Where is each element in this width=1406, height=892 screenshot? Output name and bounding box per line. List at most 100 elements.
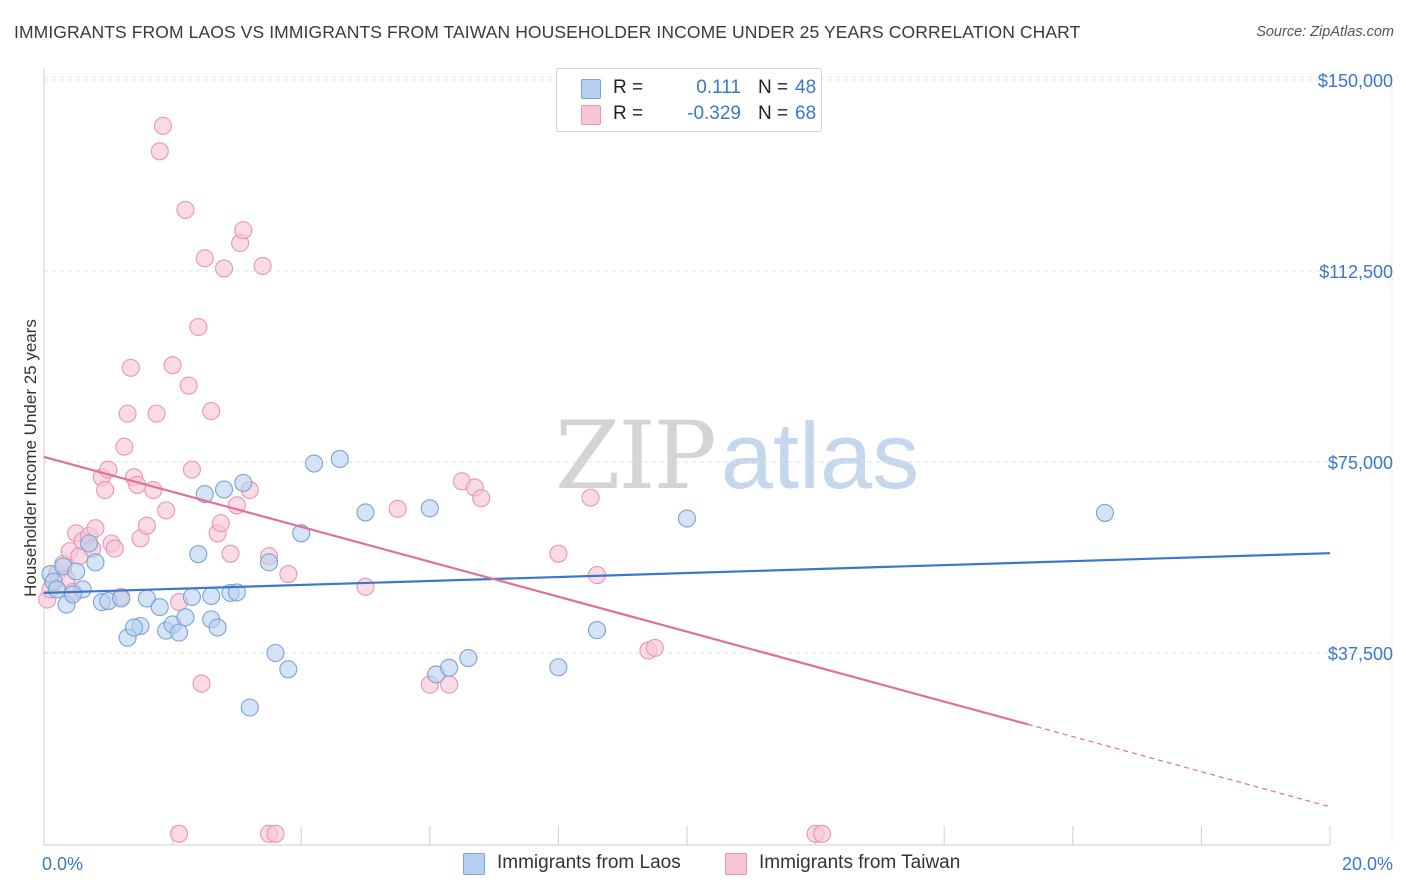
laos-point bbox=[63, 585, 82, 604]
laos-point bbox=[202, 586, 221, 606]
trend-lines bbox=[43, 455, 1331, 808]
watermark-zip: ZIP bbox=[555, 402, 717, 511]
taiwan-trend-line bbox=[43, 455, 1029, 726]
laos-point bbox=[549, 658, 568, 677]
taiwan-point bbox=[812, 824, 832, 843]
taiwan-point bbox=[211, 514, 230, 533]
taiwan-point bbox=[96, 480, 115, 500]
laos-point bbox=[240, 698, 259, 717]
taiwan-point bbox=[118, 404, 137, 423]
taiwan-n-label: N = bbox=[758, 103, 789, 124]
y-tick-label: $37,500 bbox=[1328, 644, 1393, 664]
taiwan-point bbox=[86, 519, 105, 538]
taiwan-point bbox=[157, 501, 176, 520]
taiwan-point bbox=[279, 565, 298, 584]
laos-point bbox=[79, 534, 99, 553]
laos-point bbox=[176, 608, 195, 627]
taiwan-point bbox=[214, 259, 234, 278]
taiwan-point bbox=[388, 499, 407, 518]
y-tick-label: $150,000 bbox=[1318, 71, 1393, 91]
taiwan-r-label: R = bbox=[613, 103, 644, 124]
laos-point bbox=[279, 660, 298, 679]
watermark: ZIPatlas bbox=[555, 402, 919, 511]
laos-point bbox=[440, 658, 459, 677]
taiwan-point bbox=[645, 638, 664, 657]
laos-point bbox=[214, 480, 234, 499]
laos-point bbox=[67, 562, 86, 581]
laos-point bbox=[587, 621, 607, 640]
y-tick-label: $75,000 bbox=[1328, 453, 1393, 473]
laos-point bbox=[1095, 503, 1114, 522]
taiwan-point bbox=[472, 489, 491, 508]
laos-point bbox=[356, 503, 375, 522]
taiwan-point bbox=[147, 404, 166, 423]
taiwan-point bbox=[182, 460, 201, 479]
taiwan-point bbox=[189, 317, 208, 337]
taiwan-point bbox=[115, 437, 134, 456]
taiwan-point bbox=[169, 824, 189, 843]
laos-point bbox=[266, 643, 285, 663]
laos-points bbox=[41, 449, 1114, 717]
y-tick-label: $112,500 bbox=[1319, 262, 1393, 282]
laos-swatch bbox=[581, 79, 601, 99]
taiwan-point bbox=[176, 200, 195, 219]
laos-r-value: 0.111 bbox=[696, 77, 741, 98]
laos-point bbox=[124, 618, 144, 637]
chart-title: IMMIGRANTS FROM LAOS VS IMMIGRANTS FROM … bbox=[14, 22, 1081, 42]
taiwan-point bbox=[192, 674, 211, 693]
axes bbox=[43, 68, 1331, 846]
taiwan-point bbox=[266, 824, 285, 843]
source-label: Source: ZipAtlas.com bbox=[1256, 24, 1394, 40]
taiwan-point bbox=[163, 356, 182, 375]
taiwan-point bbox=[153, 116, 173, 135]
taiwan-point bbox=[356, 577, 375, 596]
laos-point bbox=[150, 598, 169, 617]
gridlines bbox=[44, 76, 1395, 845]
taiwan-legend-label: Immigrants from Taiwan bbox=[759, 852, 961, 873]
taiwan-r-value: -0.329 bbox=[687, 103, 741, 124]
laos-point bbox=[330, 449, 349, 468]
taiwan-point bbox=[253, 256, 272, 275]
laos-legend-label: Immigrants from Laos bbox=[497, 852, 681, 873]
laos-point bbox=[169, 623, 189, 642]
taiwan-point bbox=[121, 358, 140, 377]
taiwan-trend-extension bbox=[1027, 723, 1331, 808]
laos-point bbox=[677, 509, 697, 528]
taiwan-swatch bbox=[581, 105, 601, 125]
laos-n-value: 48 bbox=[795, 77, 817, 98]
laos-point bbox=[459, 649, 478, 668]
taiwan-point bbox=[179, 376, 198, 395]
x-tick-label: 20.0% bbox=[1342, 854, 1393, 874]
laos-point bbox=[259, 553, 279, 572]
laos-legend-swatch bbox=[463, 853, 485, 875]
correlation-legend: R = 0.111 N = 48 R = -0.329 N = 68 bbox=[556, 68, 822, 132]
laos-point bbox=[86, 553, 105, 572]
laos-point bbox=[208, 618, 227, 637]
laos-point bbox=[305, 454, 324, 473]
laos-point bbox=[182, 587, 201, 607]
taiwan-point bbox=[549, 544, 568, 563]
taiwan-point bbox=[105, 539, 124, 558]
laos-n-label: N = bbox=[758, 77, 789, 98]
taiwan-point bbox=[195, 249, 214, 268]
taiwan-point bbox=[150, 142, 169, 161]
taiwan-legend-swatch bbox=[725, 853, 747, 875]
laos-point bbox=[47, 580, 66, 599]
laos-r-label: R = bbox=[613, 77, 644, 98]
taiwan-point bbox=[581, 488, 600, 507]
taiwan-point bbox=[137, 516, 156, 535]
laos-trend-line bbox=[43, 552, 1331, 594]
laos-point bbox=[112, 589, 131, 608]
taiwan-point bbox=[234, 221, 253, 240]
taiwan-point bbox=[221, 544, 240, 563]
taiwan-point bbox=[202, 402, 221, 421]
laos-point bbox=[420, 499, 439, 518]
laos-point bbox=[189, 545, 208, 564]
watermark-atlas: atlas bbox=[720, 403, 920, 508]
tick-labels: $37,500 $75,000 $112,500 $150,000 0.0% 20.0% bbox=[42, 71, 1393, 874]
taiwan-points bbox=[38, 116, 832, 843]
laos-point bbox=[234, 473, 253, 492]
x-tick-label: 0.0% bbox=[42, 854, 83, 874]
taiwan-n-value: 68 bbox=[795, 103, 817, 124]
